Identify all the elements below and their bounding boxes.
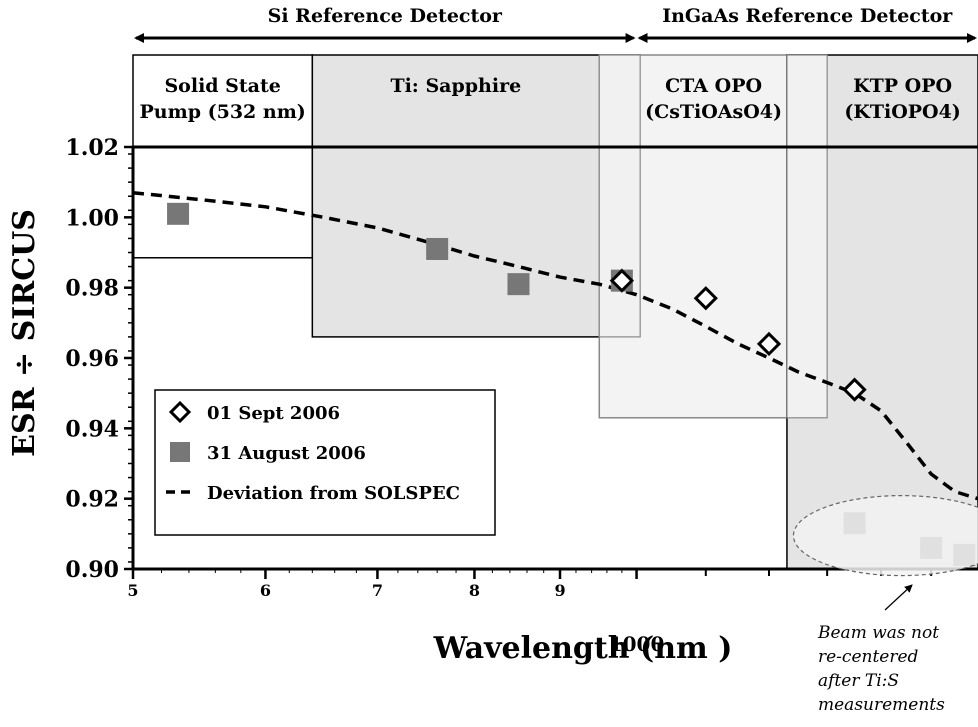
x-axis-label: Wavelength (nm )	[433, 631, 733, 666]
source-label-2-1: (CsTiOAsO4)	[645, 101, 782, 123]
y-tick-label: 1.00	[65, 205, 119, 231]
annotation-line-0: Beam was not	[817, 623, 939, 643]
detector-ranges: Si Reference Detector InGaAs Reference De…	[134, 5, 977, 43]
source-label-3-1: (KTiOPO4)	[844, 101, 960, 123]
annotation-line-2: after Ti:S	[818, 671, 899, 691]
x-tick-label: 8	[469, 581, 480, 600]
source-label-0-0: Solid State	[164, 75, 280, 97]
solspec-deviation-line	[132, 190, 978, 501]
solspec-curve	[132, 190, 978, 501]
point-01-sept-2006	[693, 286, 718, 311]
legend-label-2: Deviation from SOLSPEC	[207, 483, 460, 504]
x-tick-label: 6	[260, 581, 271, 600]
detector-label-1: InGaAs Reference Detector	[662, 5, 953, 27]
legend-label-1: 31 August 2006	[207, 443, 366, 464]
point-31-august-2006	[426, 237, 449, 260]
point-01-sept-2006	[756, 331, 782, 357]
y-tick-label: 0.90	[65, 557, 119, 583]
overlap-strip-1	[786, 54, 828, 419]
x-tick-label: 1000	[609, 632, 665, 656]
y-tick-label: 0.94	[65, 416, 119, 442]
legend-label-0: 01 Sept 2006	[207, 403, 340, 424]
source-boxes: Solid State Pump (532 nm) Ti: Sapphire CTA …	[132, 54, 978, 570]
source-label-1-0: Ti: Sapphire	[390, 75, 521, 97]
detector-label-0: Si Reference Detector	[268, 5, 503, 27]
point-31-august-2006	[507, 273, 530, 296]
x-tick-label: 9	[554, 581, 565, 600]
y-tick-label: 0.96	[65, 346, 119, 372]
legend-diamond-icon	[168, 400, 192, 424]
source-box-0	[132, 54, 314, 259]
y-tick-label: 0.98	[65, 276, 119, 302]
x-tick-label: 5	[127, 581, 138, 600]
source-label-0-1: Pump (532 nm)	[140, 101, 306, 123]
annotation-arrow	[884, 584, 913, 611]
beam-annotation: Beam was not re-centered after Ti:S measure…	[792, 495, 978, 715]
axes: 1.02 1.00 0.98 0.96 0.94 0.92 0.90 5 6 7 8 9 1000	[65, 135, 978, 656]
source-box-1	[311, 54, 641, 338]
point-31-august-2006	[167, 202, 190, 225]
annotation-line-1: re-centered	[818, 647, 919, 667]
point-01-sept-2006	[609, 268, 634, 293]
legend-square-icon	[170, 442, 190, 462]
y-tick-label: 0.92	[65, 487, 119, 513]
legend: 01 Sept 2006 31 August 2006 Deviation from…	[154, 389, 496, 536]
point-01-sept-2006	[842, 377, 867, 402]
annotation-line-3: measurements	[818, 695, 945, 715]
y-axis-label: ESR ÷ SIRCUS	[7, 209, 42, 457]
legend-box	[154, 389, 496, 536]
beam-ellipse	[792, 495, 978, 577]
source-label-3-0: KTP OPO	[853, 75, 952, 97]
source-label-2-0: CTA OPO	[665, 75, 762, 97]
y-tick-label: 1.02	[65, 135, 119, 161]
x-tick-label: 7	[372, 581, 383, 600]
